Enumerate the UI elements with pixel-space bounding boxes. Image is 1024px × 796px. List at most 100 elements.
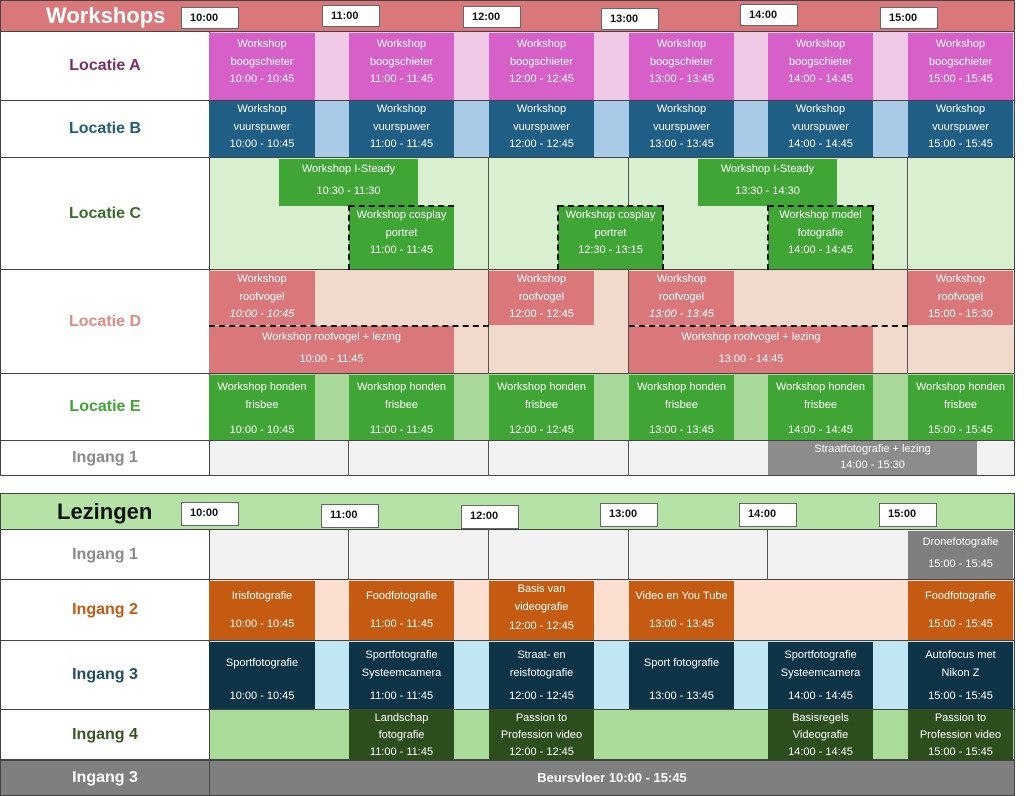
workshops-title: Workshops — [46, 3, 166, 28]
lecture-block[interactable]: Sportfotografie Systeemcamera 11:00 - 11… — [349, 642, 454, 709]
workshop-block[interactable]: Workshop honden frisbee 14:00 - 14:45 — [768, 375, 873, 440]
overlap-dashed-line — [662, 205, 664, 270]
workshop-block[interactable]: Workshop vuurspuwer 13:00 - 13:45 — [629, 101, 734, 157]
block-title: Workshop honden frisbee — [217, 381, 307, 411]
block-title: Workshop honden frisbee — [496, 381, 587, 411]
workshop-block[interactable]: Workshop roofvogel 15:00 - 15:30 — [908, 271, 1013, 325]
workshop-block[interactable]: Workshop roofvogel 12:00 - 12:45 — [489, 271, 594, 325]
grid-line — [488, 270, 489, 374]
lecture-block[interactable]: Video en You Tube 13:00 - 13:45 — [629, 581, 734, 640]
block-time: 12:00 - 12:45 — [509, 308, 574, 320]
block-title: Workshop cosplay portret — [356, 209, 447, 239]
block-title: Passion to Profession video — [500, 712, 583, 741]
workshop-block[interactable]: Workshop model fotografie 14:00 - 14:45 — [768, 206, 873, 269]
block-title: Sportfotografie Systeemcamera — [361, 649, 442, 679]
time-label-1300: 13:00 — [600, 503, 658, 527]
workshop-block[interactable]: Workshop honden frisbee 12:00 - 12:45 — [489, 375, 594, 440]
workshop-block[interactable]: Workshop roofvogel + lezing 13:00 - 14:4… — [629, 326, 873, 373]
workshop-block[interactable]: Workshop I-Steady 10:30 - 11:30 — [279, 159, 418, 206]
overlap-dashed-line — [557, 205, 559, 270]
workshop-block[interactable]: Workshop boogschieter 14:00 - 14:45 — [768, 33, 873, 100]
workshop-block[interactable]: Workshop boogschieter 15:00 - 15:45 — [908, 33, 1013, 100]
lecture-block[interactable]: Passion to Profession video 12:00 - 12:4… — [489, 710, 594, 760]
lecture-block[interactable]: Sportfotografie Systeemcamera 14:00 - 14… — [768, 642, 873, 709]
lecture-block[interactable]: Basisregels Videografie 14:00 - 14:45 — [768, 710, 873, 760]
block-title: Workshop roofvogel + lezing — [262, 331, 401, 343]
block-title: Workshop vuurspuwer — [233, 103, 291, 133]
block-time: 15:00 - 15:45 — [928, 557, 993, 570]
block-time: 10:00 - 10:45 — [229, 73, 295, 85]
workshop-block[interactable]: Workshop boogschieter 13:00 - 13:45 — [629, 33, 734, 100]
time-label-1200: 12:00 — [461, 505, 519, 529]
block-time: 14:00 - 14:45 — [788, 424, 853, 436]
workshop-block[interactable]: Straatfotografie + lezing 14:00 - 15:30 — [768, 441, 977, 475]
workshop-block[interactable]: Workshop cosplay portret 11:00 - 11:45 — [349, 206, 454, 269]
row-label: Ingang 3 — [1, 641, 210, 709]
block-time: 11:00 - 11:45 — [369, 746, 434, 758]
block-time: 12:00 - 12:45 — [509, 620, 574, 632]
block-time: 15:00 - 15:45 — [928, 617, 993, 630]
time-label-1300: 13:00 — [601, 8, 659, 30]
workshop-block[interactable]: Workshop cosplay portret 12:30 - 13:15 — [558, 206, 663, 269]
lecture-block[interactable]: Straat- en reisfotografie 12:00 - 12:45 — [489, 642, 594, 709]
grid-line — [767, 530, 768, 580]
block-time: 11:00 - 11:45 — [369, 690, 434, 702]
workshop-block[interactable]: Workshop vuurspuwer 11:00 - 11:45 — [349, 101, 454, 157]
block-title: Foodfotografie — [925, 590, 996, 602]
block-title: Workshop roofvogel — [935, 273, 986, 303]
block-time: 13:00 - 13:45 — [649, 138, 714, 150]
block-title: Sportfotografie Systeemcamera — [780, 649, 861, 679]
lecture-block[interactable]: Dronefotografie 15:00 - 15:45 — [908, 531, 1013, 579]
block-title: Workshop boogschieter — [929, 38, 992, 68]
grid-line — [907, 158, 908, 270]
grid-line — [628, 441, 629, 476]
workshop-block[interactable]: Workshop honden frisbee 13:00 - 13:45 — [629, 375, 734, 440]
workshop-block[interactable]: Workshop vuurspuwer 14:00 - 14:45 — [768, 101, 873, 157]
block-time: 15:00 - 15:45 — [928, 73, 993, 85]
lecture-block[interactable]: Autofocus met Nikon Z 15:00 - 15:45 — [908, 642, 1013, 709]
workshop-block[interactable]: Workshop vuurspuwer 15:00 - 15:45 — [908, 101, 1013, 157]
row-label: Ingang 3 — [1, 761, 210, 795]
workshop-block[interactable]: Workshop roofvogel 13:00 - 13:45 — [629, 271, 734, 325]
overlap-dashed-line — [349, 205, 454, 207]
time-label-1500: 15:00 — [879, 503, 937, 527]
block-title: Workshop vuurspuwer — [373, 103, 430, 133]
lecture-block[interactable]: Sportfotografie 10:00 - 10:45 — [209, 642, 315, 709]
workshop-block[interactable]: Workshop vuurspuwer 10:00 - 10:45 — [209, 101, 315, 157]
block-title: Workshop cosplay portret — [565, 209, 656, 239]
block-time: 14:00 - 14:45 — [788, 73, 853, 85]
lecture-block[interactable]: Foodfotografie 15:00 - 15:45 — [908, 581, 1013, 640]
block-title: Irisfotografie — [231, 590, 293, 602]
block-time: 13:00 - 13:45 — [649, 73, 714, 85]
workshop-block[interactable]: Workshop vuurspuwer 12:00 - 12:45 — [489, 101, 594, 157]
block-time: 11:00 - 11:45 — [369, 73, 434, 85]
block-time: 11:00 - 11:45 — [369, 617, 434, 630]
workshop-block[interactable]: Workshop boogschieter 11:00 - 11:45 — [349, 33, 454, 100]
lecture-block[interactable]: Basis van videografie 12:00 - 12:45 — [489, 581, 594, 640]
lezingen-title: Lezingen — [57, 499, 153, 524]
workshop-block[interactable]: Workshop roofvogel 10:00 - 10:45 — [209, 271, 315, 325]
time-label-1000: 10:00 — [181, 502, 239, 526]
block-time: 12:00 - 12:45 — [509, 746, 574, 758]
lecture-block[interactable]: Foodfotografie 11:00 - 11:45 — [349, 581, 454, 640]
row-label: Ingang 2 — [1, 580, 210, 640]
workshop-block[interactable]: Workshop boogschieter 10:00 - 10:45 — [209, 33, 315, 100]
block-title: Workshop I-Steady — [301, 163, 396, 175]
block-title: Workshop vuurspuwer — [932, 103, 989, 133]
block-time: 12:00 - 12:45 — [509, 690, 574, 702]
block-title: Straatfotografie + lezing — [814, 443, 931, 455]
row-label: Ingang 1 — [1, 441, 210, 475]
time-label-1400: 14:00 — [740, 4, 798, 26]
workshop-block[interactable]: Workshop I-Steady 13:30 - 14:30 — [698, 159, 837, 206]
lecture-block[interactable]: Irisfotografie 10:00 - 10:45 — [209, 581, 315, 640]
block-time: 10:00 - 10:45 — [229, 617, 295, 630]
workshop-block[interactable]: Workshop roofvogel + lezing 10:00 - 11:4… — [209, 326, 454, 373]
lecture-block[interactable]: Passion to Profession video 15:00 - 15:4… — [908, 710, 1013, 760]
block-time: 11:00 - 11:45 — [369, 424, 434, 436]
workshop-block[interactable]: Workshop honden frisbee 10:00 - 10:45 — [209, 375, 315, 440]
lecture-block[interactable]: Landschap fotografie 11:00 - 11:45 — [349, 710, 454, 760]
workshop-block[interactable]: Workshop honden frisbee 11:00 - 11:45 — [349, 375, 454, 440]
lecture-block[interactable]: Sport fotografie 13:00 - 13:45 — [629, 642, 734, 709]
workshop-block[interactable]: Workshop honden frisbee 15:00 - 15:45 — [908, 375, 1013, 440]
workshop-block[interactable]: Workshop boogschieter 12:00 - 12:45 — [489, 33, 594, 100]
